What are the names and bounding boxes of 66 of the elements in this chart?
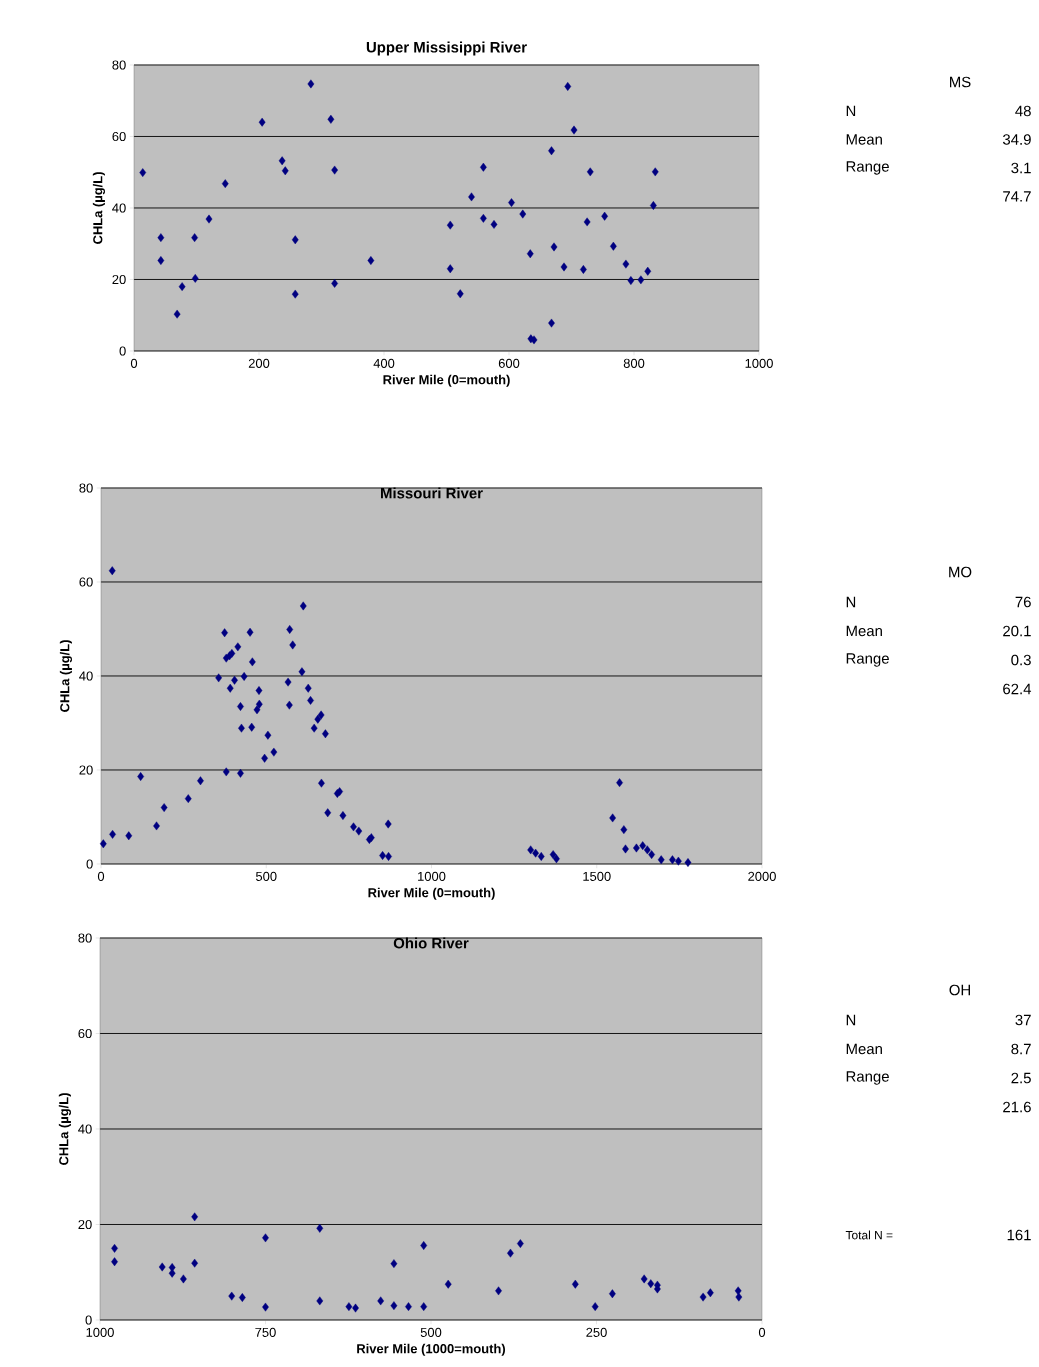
x-tick-label: 800 bbox=[623, 358, 645, 368]
category-label: Total N = bbox=[845, 1230, 893, 1240]
y-tick-label: 60 bbox=[78, 1028, 92, 1039]
x-tick-label: 500 bbox=[255, 871, 277, 881]
category-label: Range bbox=[846, 161, 889, 175]
data-label: 3.1 bbox=[1011, 162, 1031, 174]
x-tick-label: 250 bbox=[586, 1327, 607, 1337]
category-label: N bbox=[846, 596, 856, 608]
data-label: 0.3 bbox=[1011, 654, 1031, 666]
x-tick-label: 1000 bbox=[86, 1327, 114, 1337]
x-axis-title: River Mile (1000=mouth) bbox=[357, 1343, 506, 1356]
category-label: Mean bbox=[846, 134, 882, 145]
y-tick-label: 80 bbox=[112, 60, 126, 70]
data-label: 48 bbox=[1015, 105, 1031, 117]
y-tick-label: 0 bbox=[86, 859, 93, 869]
x-tick-label: 1500 bbox=[583, 871, 611, 881]
y-tick-label: 40 bbox=[79, 671, 93, 681]
x-tick-label: 1000 bbox=[418, 871, 446, 881]
chart-title: Ohio River bbox=[393, 937, 469, 949]
category-label: Range bbox=[846, 653, 889, 667]
category-label: N bbox=[846, 105, 856, 117]
x-tick-label: 500 bbox=[420, 1327, 442, 1337]
data-label: 34.9 bbox=[1002, 134, 1031, 145]
chart-title: Upper Missisippi River bbox=[366, 41, 527, 56]
category-label: Range bbox=[846, 1071, 889, 1085]
y-axis-title: CHLa (µg/L) bbox=[59, 640, 72, 712]
y-tick-label: 60 bbox=[79, 577, 93, 587]
text: OH bbox=[949, 984, 970, 996]
x-tick-label: 600 bbox=[498, 358, 520, 368]
data-label: 62.4 bbox=[1003, 683, 1032, 695]
x-tick-label: 0 bbox=[97, 871, 105, 881]
y-tick-label: 0 bbox=[85, 1315, 92, 1325]
y-tick-label: 40 bbox=[78, 1124, 92, 1134]
y-axis-title: CHLa (µg/L) bbox=[92, 172, 105, 244]
y-tick-label: 0 bbox=[119, 346, 126, 356]
text: MS bbox=[950, 76, 971, 88]
category-label: Mean bbox=[846, 1043, 882, 1055]
data-label: 8.7 bbox=[1011, 1043, 1031, 1055]
data-label: 161 bbox=[1007, 1229, 1031, 1241]
category-label: N bbox=[846, 1014, 856, 1026]
x-tick-label: 0 bbox=[758, 1327, 766, 1337]
y-tick-label: 20 bbox=[79, 765, 93, 775]
text: MO bbox=[949, 566, 972, 578]
x-tick-label: 200 bbox=[248, 358, 270, 368]
x-tick-label: 750 bbox=[255, 1327, 276, 1337]
data-label: 76 bbox=[1015, 596, 1031, 608]
y-tick-label: 80 bbox=[79, 483, 93, 493]
x-tick-label: 1000 bbox=[745, 358, 773, 368]
x-axis-title: River Mile (0=mouth) bbox=[383, 374, 510, 387]
x-axis-title: River Mile (0=mouth) bbox=[368, 887, 495, 900]
y-tick-label: 60 bbox=[112, 131, 126, 142]
data-label: 21.6 bbox=[1003, 1101, 1031, 1113]
data-label: 2.5 bbox=[1011, 1072, 1031, 1084]
y-tick-label: 20 bbox=[78, 1219, 92, 1230]
y-axis-title: CHLa (µg/L) bbox=[58, 1093, 71, 1165]
category-label: Mean bbox=[846, 625, 882, 637]
data-label: 74.7 bbox=[1003, 191, 1031, 202]
y-tick-label: 40 bbox=[112, 203, 126, 213]
chart-title: Missouri River bbox=[381, 487, 483, 499]
x-tick-label: 0 bbox=[130, 358, 138, 368]
data-label: 20.1 bbox=[1003, 625, 1031, 637]
y-tick-label: 20 bbox=[112, 274, 126, 285]
y-tick-label: 80 bbox=[78, 933, 92, 943]
x-tick-label: 400 bbox=[373, 358, 395, 368]
data-label: 37 bbox=[1015, 1014, 1031, 1026]
x-tick-label: 2000 bbox=[748, 871, 776, 881]
